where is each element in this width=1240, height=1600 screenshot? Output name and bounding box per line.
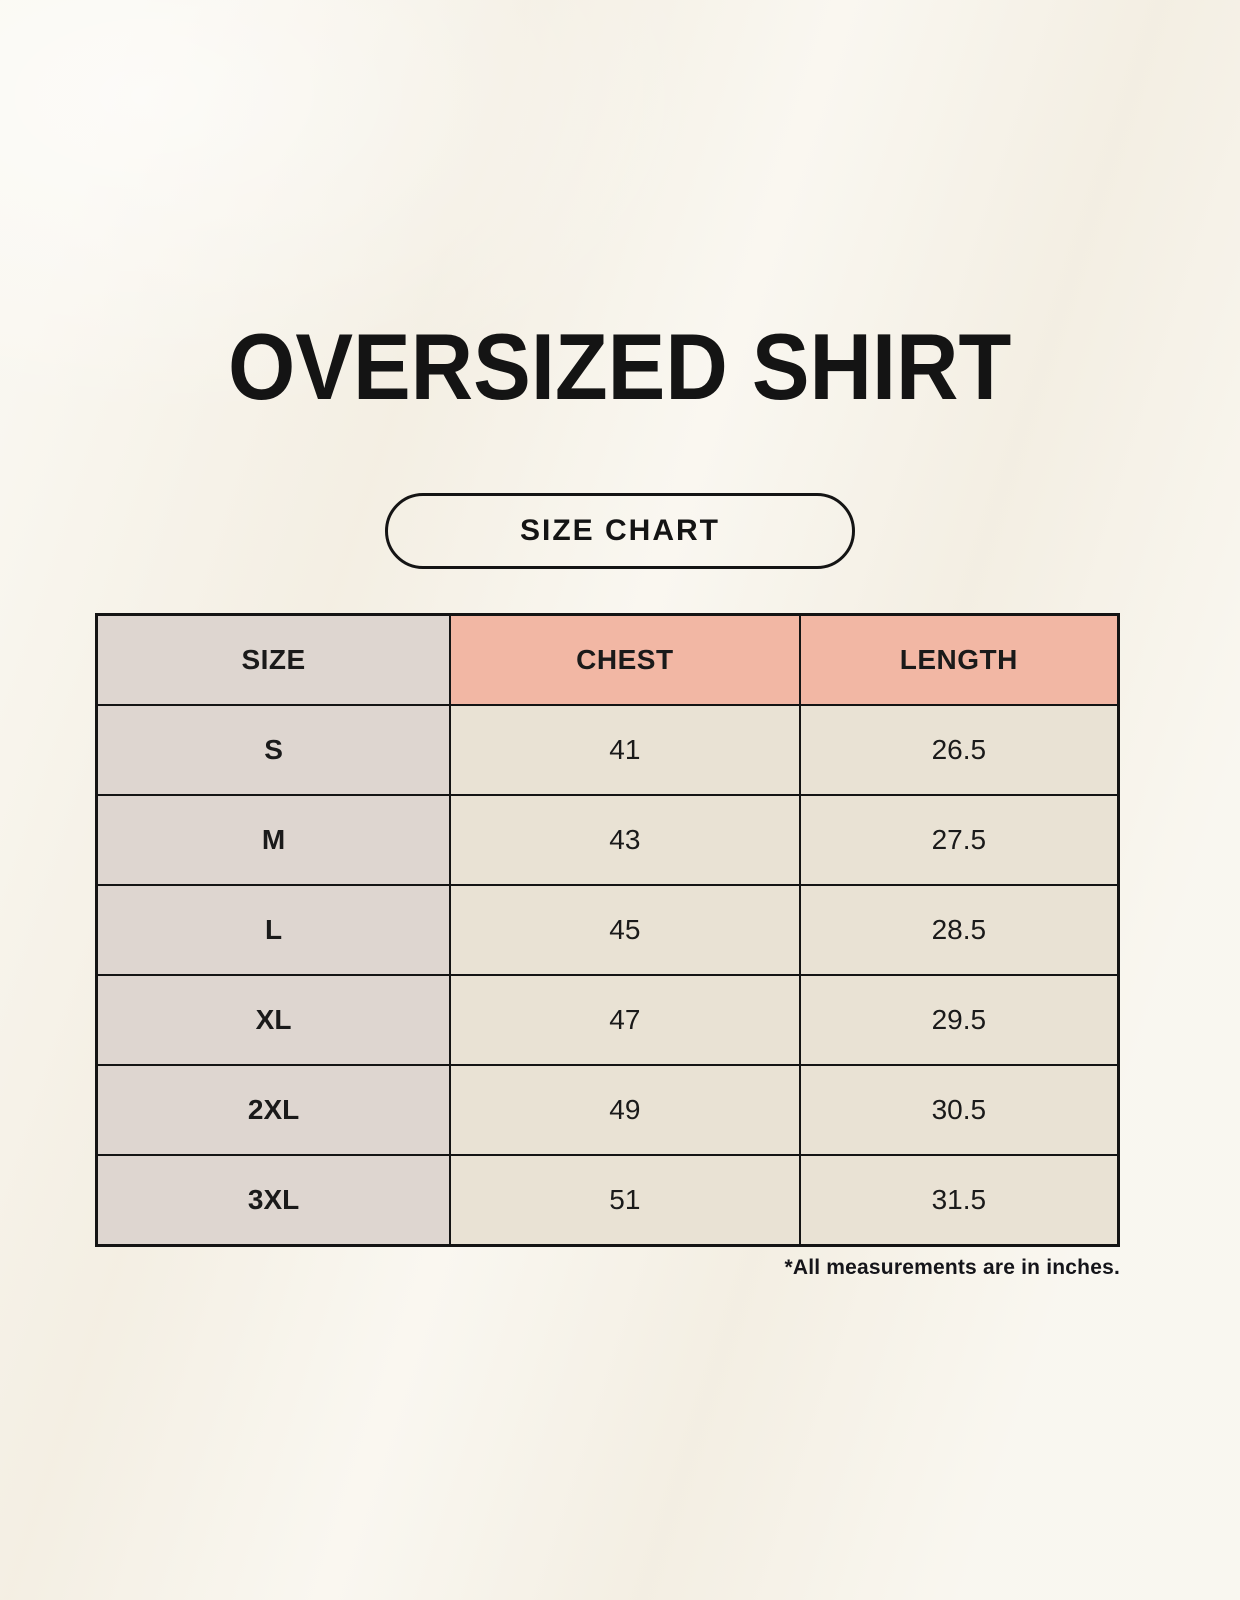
size-table-container: SIZE CHEST LENGTH S 41 26.5 M 43 27.5 L — [95, 612, 1120, 1247]
length-cell: 29.5 — [798, 973, 1120, 1066]
chest-cell: 51 — [449, 1153, 801, 1247]
page-title: OVERSIZED SHIRT — [0, 0, 1240, 417]
length-cell: 27.5 — [798, 793, 1120, 886]
length-cell: 30.5 — [798, 1063, 1120, 1156]
column-header-length: LENGTH — [798, 613, 1120, 706]
chest-cell: 47 — [449, 973, 801, 1066]
column-header-chest: CHEST — [449, 613, 801, 706]
length-cell: 26.5 — [798, 703, 1120, 796]
size-cell: 3XL — [95, 1153, 452, 1247]
size-cell: 2XL — [95, 1063, 452, 1156]
table-row: 2XL 49 30.5 — [95, 1063, 1120, 1156]
table-row: XL 47 29.5 — [95, 973, 1120, 1066]
chest-cell: 45 — [449, 883, 801, 976]
measurements-footnote: *All measurements are in inches. — [784, 1255, 1120, 1279]
length-cell: 31.5 — [798, 1153, 1120, 1247]
length-cell: 28.5 — [798, 883, 1120, 976]
table-row: S 41 26.5 — [95, 703, 1120, 796]
size-cell: S — [95, 703, 452, 796]
chest-cell: 43 — [449, 793, 801, 886]
size-cell: M — [95, 793, 452, 886]
page-title-text: OVERSIZED SHIRT — [228, 314, 1012, 419]
size-table: SIZE CHEST LENGTH S 41 26.5 M 43 27.5 L — [95, 612, 1120, 1247]
table-row: M 43 27.5 — [95, 793, 1120, 886]
table-row: 3XL 51 31.5 — [95, 1153, 1120, 1247]
table-header-row: SIZE CHEST LENGTH — [95, 613, 1120, 706]
chest-cell: 41 — [449, 703, 801, 796]
size-chart-badge-label: SIZE CHART — [520, 513, 720, 547]
column-header-size: SIZE — [95, 613, 452, 706]
size-chart-badge: SIZE CHART — [385, 492, 855, 569]
chest-cell: 49 — [449, 1063, 801, 1156]
table-row: L 45 28.5 — [95, 883, 1120, 976]
size-cell: L — [95, 883, 452, 976]
size-cell: XL — [95, 973, 452, 1066]
